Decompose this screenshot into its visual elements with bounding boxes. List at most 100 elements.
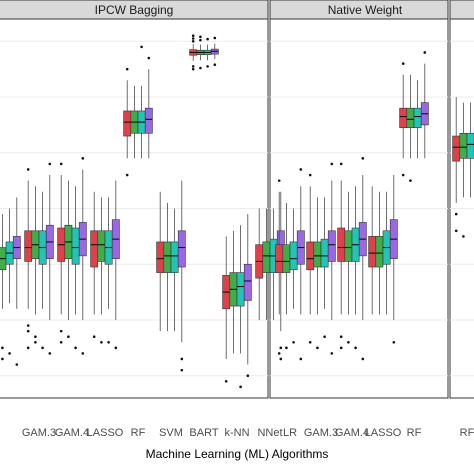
outlier-point	[279, 357, 283, 361]
outlier-point	[409, 179, 412, 182]
facet-strip-title: IPCW Bagging	[95, 3, 174, 17]
box-body	[289, 241, 298, 271]
outlier-point	[462, 235, 465, 238]
outlier-point	[180, 357, 184, 361]
outlier-point	[199, 66, 202, 70]
box-body	[452, 135, 461, 162]
facet-strip	[449, 0, 474, 20]
outlier-point	[8, 352, 11, 355]
x-tick-label: RF	[131, 427, 146, 439]
x-tick-label: RF	[407, 427, 422, 439]
x-tick-label: LASSO	[87, 427, 124, 439]
outlier-point	[454, 212, 458, 216]
facet-strip	[269, 0, 449, 20]
box-body	[344, 230, 353, 262]
box-body	[275, 244, 284, 273]
x-axis-title: Machine Learning (ML) Algorithms	[146, 447, 329, 461]
outlier-point	[26, 329, 30, 333]
x-tick-label: NNet	[257, 427, 282, 439]
outlier-point	[339, 346, 343, 350]
outlier-point	[100, 340, 103, 344]
box-body	[466, 132, 474, 159]
outlier-point	[59, 340, 63, 344]
outlier-point	[125, 173, 129, 177]
box-body	[459, 132, 468, 159]
box-body	[243, 263, 252, 301]
box-body	[177, 230, 186, 268]
outlier-point	[330, 162, 334, 166]
x-tick-label: BART	[189, 427, 218, 439]
outlier-point	[308, 173, 312, 177]
x-tick-label: GAM.4	[335, 427, 369, 439]
outlier-point	[92, 335, 96, 338]
outlier-point	[323, 335, 326, 338]
outlier-point	[361, 157, 365, 160]
outlier-point	[81, 157, 85, 160]
outlier-point	[354, 346, 357, 350]
outlier-point	[279, 346, 283, 350]
box-body	[399, 107, 408, 128]
box-body	[24, 230, 33, 262]
outlier-point	[277, 179, 281, 182]
outlier-point	[401, 173, 405, 177]
box-body	[163, 241, 172, 273]
outlier-point	[1, 346, 4, 350]
box-body	[337, 227, 346, 262]
outlier-point	[26, 346, 30, 350]
outlier-point	[114, 346, 118, 350]
facet-strip-title: Native Weight	[328, 3, 403, 17]
outlier-point	[48, 352, 52, 355]
box-body	[406, 107, 415, 128]
outlier-point	[199, 38, 202, 42]
outlier-point	[48, 162, 52, 166]
box-body	[320, 238, 329, 268]
outlier-point	[401, 62, 405, 65]
outlier-point	[41, 346, 44, 350]
box-body	[236, 272, 245, 307]
outlier-point	[361, 357, 365, 361]
outlier-point	[74, 346, 77, 350]
outlier-point	[180, 368, 184, 372]
box-body	[327, 230, 336, 262]
x-tick-label: RF	[460, 427, 474, 439]
outlier-point	[191, 37, 195, 40]
outlier-point	[454, 229, 458, 233]
x-tick-label: LR	[283, 427, 297, 439]
outlier-point	[81, 352, 85, 355]
box-body	[123, 110, 132, 137]
outlier-point	[277, 352, 281, 355]
box-body	[313, 241, 322, 268]
outlier-point	[34, 340, 37, 344]
box-body	[262, 241, 271, 273]
outlier-point	[299, 357, 303, 361]
outlier-point	[339, 162, 343, 166]
x-tick-label: GAM.3	[22, 427, 56, 439]
outlier-point	[59, 162, 63, 166]
outlier-point	[26, 324, 30, 327]
outlier-point	[392, 340, 396, 344]
box-body	[306, 241, 315, 271]
box-body	[368, 236, 377, 268]
outlier-point	[107, 340, 110, 344]
outlier-point	[316, 346, 319, 350]
outlier-point	[59, 329, 63, 333]
outlier-point	[339, 335, 343, 338]
outlier-point	[347, 340, 350, 344]
x-tick-label: k-NN	[224, 427, 249, 439]
outlier-point	[1, 357, 4, 361]
box-body	[413, 107, 422, 128]
box-body	[156, 241, 165, 273]
outlier-point	[191, 67, 195, 71]
x-tick-label: GAM.4	[55, 427, 89, 439]
outlier-point	[140, 45, 143, 49]
outlier-point	[239, 385, 242, 389]
outlier-point	[191, 65, 195, 68]
outlier-point	[224, 379, 228, 383]
x-tick-label: SVM	[159, 427, 183, 439]
box-body	[90, 230, 99, 268]
outlier-point	[299, 168, 303, 171]
box-body	[282, 244, 291, 273]
outlier-point	[67, 335, 70, 338]
outlier-point	[15, 363, 19, 366]
